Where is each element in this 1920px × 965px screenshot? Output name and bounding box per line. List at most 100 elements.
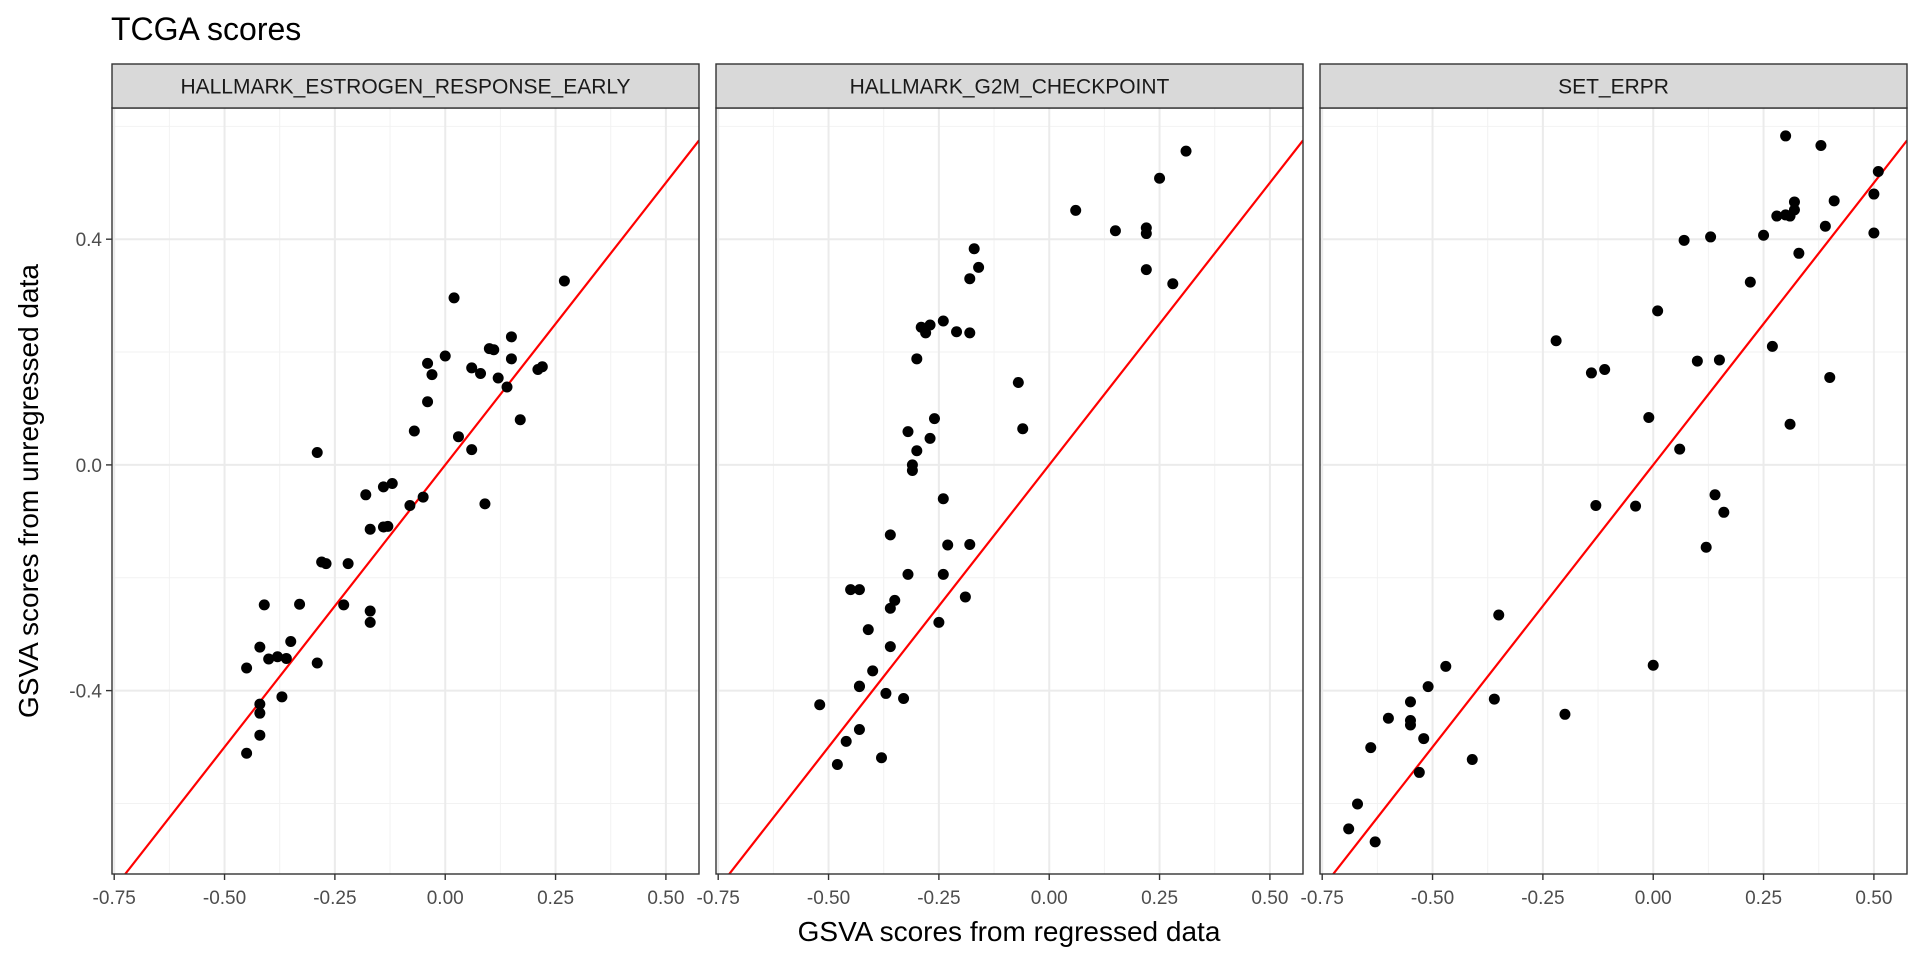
data-point [1872, 165, 1884, 177]
data-point [241, 662, 253, 674]
data-point [254, 641, 266, 653]
data-point [364, 523, 376, 535]
data-point [840, 735, 852, 747]
data-point [1700, 541, 1712, 553]
data-point [831, 759, 843, 771]
data-point [1705, 231, 1717, 243]
data-point [448, 292, 460, 304]
x-tick-label: 0.00 [1031, 888, 1068, 909]
data-point [964, 327, 976, 339]
data-point [479, 498, 491, 510]
data-point [1709, 489, 1721, 501]
data-point [1647, 659, 1659, 671]
data-point [853, 681, 865, 693]
data-point [1154, 172, 1166, 184]
data-point [1413, 766, 1425, 778]
data-point [439, 350, 451, 362]
data-point [1180, 145, 1192, 157]
x-tick-label: -0.25 [313, 888, 356, 909]
data-point [386, 478, 398, 490]
x-tick-label: 0.00 [427, 888, 464, 909]
data-point [920, 327, 932, 339]
x-tick-label: -0.25 [1521, 888, 1564, 909]
data-point [294, 598, 306, 610]
data-point [1652, 305, 1664, 317]
data-point [338, 599, 350, 611]
data-point [254, 698, 266, 710]
data-point [475, 367, 487, 379]
data-point [1404, 719, 1416, 731]
data-point [452, 431, 464, 443]
data-point [1440, 660, 1452, 672]
data-point [1365, 742, 1377, 754]
x-tick-label: -0.50 [203, 888, 246, 909]
data-point [364, 616, 376, 628]
data-point [973, 261, 985, 273]
data-point [928, 413, 940, 425]
panel-3: SET_ERPR -0.75 -0.50 -0.25 0.00 0.25 0.50 [1301, 63, 1908, 909]
data-point [884, 641, 896, 653]
data-point [1868, 188, 1880, 200]
data-point [964, 538, 976, 550]
data-point [937, 315, 949, 327]
data-point [311, 657, 323, 669]
data-point [404, 500, 416, 512]
data-point [814, 699, 826, 711]
data-point [959, 591, 971, 603]
x-tick-label: -0.25 [917, 888, 960, 909]
panels-group: HALLMARK_ESTROGEN_RESPONSE_EARLY -0.75 -0.… [69, 63, 1908, 909]
x-tick-label: 0.50 [647, 888, 684, 909]
data-point [1590, 500, 1602, 512]
x-tick-label: 0.25 [1745, 888, 1782, 909]
data-point [1466, 753, 1478, 765]
data-point [1559, 708, 1571, 720]
data-point [1352, 798, 1364, 810]
data-point [417, 491, 429, 503]
data-point [1784, 210, 1796, 222]
data-point [280, 652, 292, 664]
facet-strip [715, 63, 1304, 109]
data-point [880, 687, 892, 699]
data-point [311, 446, 323, 458]
x-tick-label: -0.75 [93, 888, 136, 909]
data-point [285, 636, 297, 648]
data-point [360, 489, 372, 501]
data-point [853, 724, 865, 736]
facet-strip [111, 63, 700, 109]
data-point [1868, 227, 1880, 239]
x-axis-label: GSVA scores from regressed data [798, 916, 1221, 947]
data-point [1404, 696, 1416, 708]
x-tick-label: -0.50 [807, 888, 850, 909]
data-point [964, 273, 976, 285]
data-point [1343, 823, 1355, 835]
data-point [1771, 210, 1783, 222]
x-tick-label: -0.75 [697, 888, 740, 909]
data-point [1793, 247, 1805, 259]
data-point [364, 605, 376, 617]
data-point [1140, 228, 1152, 240]
data-point [937, 568, 949, 580]
data-point [1012, 377, 1024, 389]
data-point [532, 364, 544, 376]
data-point [1418, 733, 1430, 745]
data-point [1369, 836, 1381, 848]
data-point [466, 444, 478, 456]
x-tick-label: -0.75 [1301, 888, 1344, 909]
data-point [1167, 278, 1179, 290]
data-point [272, 651, 284, 663]
data-point [884, 529, 896, 541]
data-point [241, 747, 253, 759]
data-point [505, 331, 517, 343]
data-point [1784, 418, 1796, 430]
data-point [1819, 220, 1831, 232]
data-point [862, 624, 874, 636]
panel-background [716, 108, 1303, 874]
data-point [1488, 693, 1500, 705]
data-point [853, 584, 865, 596]
chart-title: TCGA scores [111, 11, 301, 47]
x-tick-label: 0.25 [1141, 888, 1178, 909]
data-point [1691, 355, 1703, 367]
data-point [1678, 234, 1690, 246]
